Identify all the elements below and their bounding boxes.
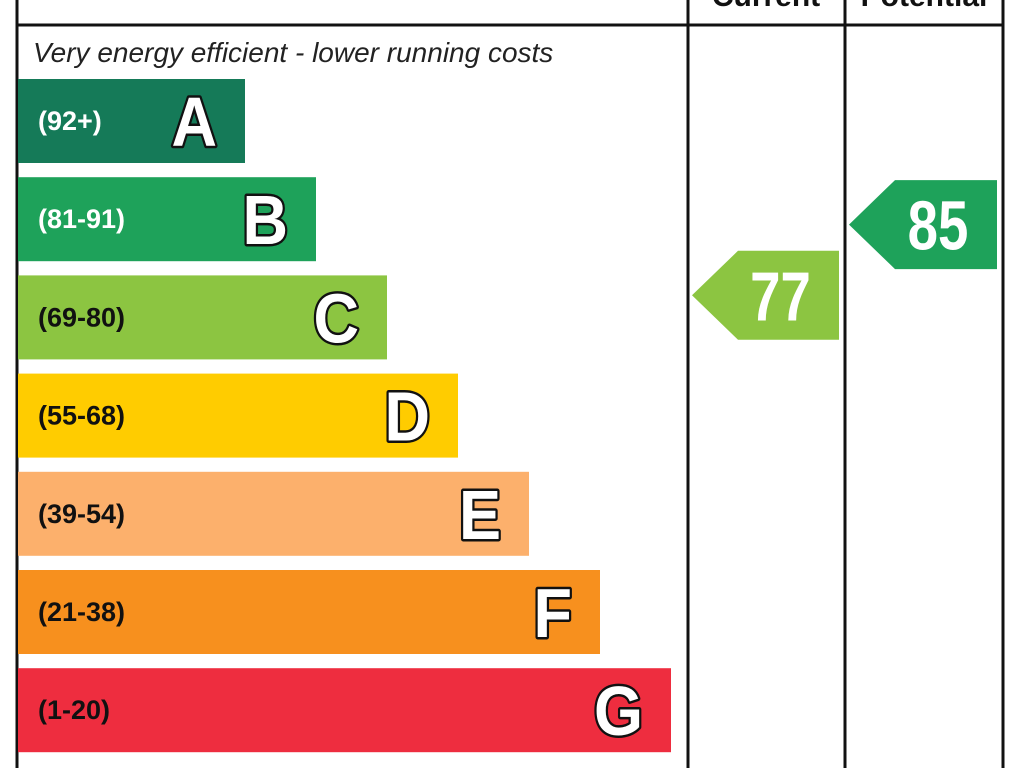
efficiency-note-top: Very energy efficient - lower running co…	[33, 37, 553, 68]
current-rating-arrow-shape	[692, 250, 839, 340]
band-range-label-f: (21-38)	[38, 597, 125, 627]
band-bar-d	[18, 373, 458, 458]
potential-column-header: Potential	[861, 0, 988, 13]
band-letter-c: C	[314, 280, 359, 358]
band-c: (69-80) C	[18, 275, 387, 361]
band-e: (39-54) E	[18, 471, 529, 557]
potential-rating-arrow-shape	[849, 180, 997, 270]
band-bar-e	[18, 471, 529, 556]
band-letter-d: D	[385, 379, 430, 457]
band-range-label-d: (55-68)	[38, 401, 125, 431]
band-range-label-c: (69-80)	[38, 302, 125, 332]
band-letter-b: B	[243, 182, 288, 260]
band-letter-e: E	[459, 477, 501, 555]
band-range-label-g: (1-20)	[38, 695, 110, 725]
band-bar-f	[18, 570, 600, 654]
current-column-header: Current	[712, 0, 820, 13]
band-range-label-a: (92+)	[38, 106, 102, 136]
band-b: (81-91) B	[18, 177, 316, 262]
band-bar-b	[18, 177, 316, 262]
band-f: (21-38) F	[18, 570, 600, 655]
band-bar-g	[18, 668, 671, 753]
current-rating-value: 77	[750, 258, 811, 336]
rating-bands: (92+) A (81-91) B (69-80) C (55-68) D (39-54) E (2…	[18, 79, 671, 753]
rating-arrows: 77 85	[692, 180, 997, 340]
band-a: (92+) A	[18, 79, 245, 164]
band-letter-a: A	[172, 84, 217, 162]
band-letter-f: F	[534, 575, 572, 653]
current-rating-arrow: 77	[692, 250, 839, 340]
band-letter-g: G	[594, 673, 643, 751]
band-g: (1-20) G	[18, 668, 671, 753]
band-range-label-b: (81-91)	[38, 204, 125, 234]
band-bar-c	[18, 275, 387, 360]
band-range-label-e: (39-54)	[38, 499, 125, 529]
potential-rating-value: 85	[908, 187, 969, 265]
potential-rating-arrow: 85	[849, 180, 997, 270]
band-bar-a	[18, 79, 245, 163]
band-d: (55-68) D	[18, 373, 458, 459]
